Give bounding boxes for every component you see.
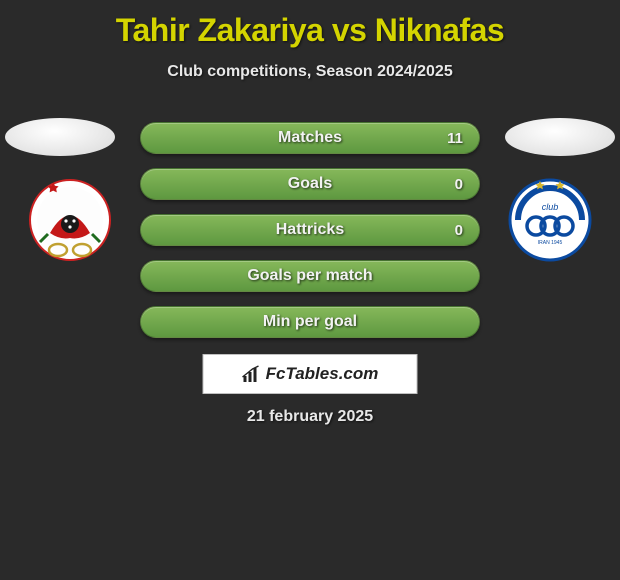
svg-text:club: club <box>542 202 559 212</box>
stat-row: Goals per match <box>140 260 480 292</box>
comparison-date: 21 february 2025 <box>0 408 620 426</box>
bar-chart-icon <box>242 364 262 384</box>
season-subtitle: Club competitions, Season 2024/2025 <box>0 63 620 81</box>
comparison-title: Tahir Zakariya vs Niknafas <box>0 0 620 49</box>
stat-label: Matches <box>141 123 479 153</box>
club-crest-icon: club IRAN 1945 <box>500 178 600 263</box>
stat-value-right: 0 <box>455 215 463 245</box>
stat-label: Goals per match <box>141 261 479 291</box>
svg-text:IRAN 1945: IRAN 1945 <box>538 240 563 246</box>
club-crest-icon <box>20 178 120 263</box>
stat-row: Hattricks 0 <box>140 214 480 246</box>
stat-label: Goals <box>141 169 479 199</box>
brand-text: FcTables.com <box>266 364 379 384</box>
stat-label: Min per goal <box>141 307 479 337</box>
player-avatar-right <box>505 118 615 156</box>
stat-row: Min per goal <box>140 306 480 338</box>
club-badge-right: club IRAN 1945 <box>500 178 600 263</box>
stat-value-right: 11 <box>447 123 463 153</box>
player-avatar-left <box>5 118 115 156</box>
stats-list: Matches 11 Goals 0 Hattricks 0 Goals per… <box>140 122 480 352</box>
stat-value-right: 0 <box>455 169 463 199</box>
club-badge-left <box>20 178 120 263</box>
stat-row: Goals 0 <box>140 168 480 200</box>
stat-row: Matches 11 <box>140 122 480 154</box>
brand-watermark: FcTables.com <box>203 354 418 394</box>
stat-label: Hattricks <box>141 215 479 245</box>
